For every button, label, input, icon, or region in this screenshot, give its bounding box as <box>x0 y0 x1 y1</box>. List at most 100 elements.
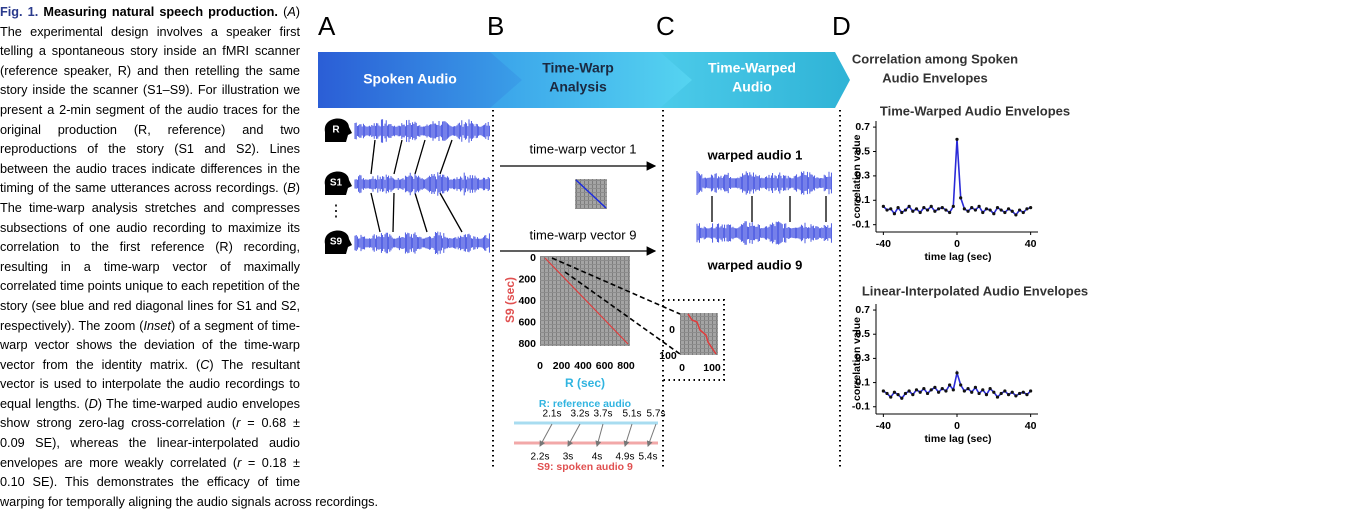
point <box>933 209 937 213</box>
tick-label: 200 <box>553 360 571 372</box>
point <box>948 383 952 387</box>
point <box>1017 391 1022 396</box>
point <box>951 388 955 392</box>
point <box>922 206 926 210</box>
x-axis-label: time lag (sec) <box>924 433 991 445</box>
point <box>970 390 974 394</box>
point <box>955 137 959 141</box>
time-label: 4.9s <box>616 452 635 463</box>
head <box>324 118 352 142</box>
tick-label: 400 <box>518 295 536 307</box>
point <box>881 204 885 208</box>
time-label: 4s <box>592 452 603 463</box>
point <box>933 385 937 390</box>
y-tick-label: 0.5 <box>855 328 870 340</box>
tick-label: 100 <box>659 350 677 362</box>
timeline-label: R: reference audio <box>539 398 631 410</box>
waveform-label: warped audio 1 <box>707 147 803 162</box>
y-tick-label: 0.7 <box>855 121 870 133</box>
time-label: 3s <box>563 452 574 463</box>
caption-label: Fig. 1. <box>0 5 39 19</box>
point <box>900 396 904 400</box>
caption-text: A <box>287 5 296 19</box>
caption-text: r <box>237 455 242 470</box>
point <box>955 371 959 375</box>
x-axis-label: time lag (sec) <box>924 251 991 263</box>
point <box>1021 390 1025 394</box>
waveform <box>354 172 490 196</box>
point <box>999 391 1003 396</box>
y-tick-label: -0.1 <box>852 401 870 413</box>
point <box>929 204 933 208</box>
caption-text: D <box>88 396 98 411</box>
arrow-label: Audio <box>732 79 772 95</box>
time-label: 2.2s <box>531 452 550 463</box>
point <box>1010 390 1014 394</box>
point <box>889 395 893 399</box>
x-tick-label: 0 <box>954 238 960 250</box>
time-label: 2.1s <box>543 409 562 420</box>
point <box>973 385 978 390</box>
caption-text: B <box>287 181 296 196</box>
point <box>929 388 933 392</box>
point <box>1006 393 1011 397</box>
waveform <box>354 119 490 143</box>
x-tick-label: 40 <box>1025 420 1037 432</box>
tick-label: 100 <box>703 362 721 374</box>
point <box>914 388 919 392</box>
time-label: 5.4s <box>639 452 658 463</box>
point <box>1003 389 1007 393</box>
point <box>892 212 897 216</box>
point <box>885 208 889 212</box>
time-label: 5.1s <box>623 409 642 420</box>
point <box>977 204 981 208</box>
point <box>944 389 948 393</box>
caption-text: ) of a segment of time-warp vector shows… <box>0 318 300 372</box>
x-tick-label: -40 <box>876 238 891 250</box>
point <box>1029 206 1033 210</box>
panel-title: Audio Envelopes <box>882 70 987 85</box>
time-label: 3.2s <box>571 409 590 420</box>
point <box>918 390 922 394</box>
caption-text: r <box>236 416 241 431</box>
point <box>962 389 966 393</box>
caption-text: ) The time-warped audio envelopes show s… <box>0 396 300 431</box>
point <box>892 390 897 394</box>
tick-label: 400 <box>574 360 592 372</box>
panel-letter: B <box>487 11 504 41</box>
x-tick-label: 40 <box>1025 238 1037 250</box>
point <box>959 383 963 387</box>
time-arrow <box>646 423 657 447</box>
point <box>896 206 900 210</box>
head <box>324 230 352 254</box>
caption-body: (A) The experimental design involves a s… <box>0 5 378 509</box>
point <box>907 389 911 393</box>
tick-label: 800 <box>518 338 536 350</box>
point <box>962 207 966 211</box>
arrow-b <box>490 52 692 108</box>
tick-label: 800 <box>617 360 635 372</box>
waveform-label: warped audio 9 <box>707 257 803 272</box>
point <box>1014 213 1018 217</box>
point <box>911 209 915 213</box>
waveform <box>696 171 832 195</box>
arrow-label: Time-Warped <box>708 60 796 76</box>
point <box>988 208 992 212</box>
warp-line <box>544 257 629 345</box>
vector-label: time-warp vector 1 <box>530 141 637 156</box>
point <box>995 206 1000 210</box>
x-tick-label: -40 <box>876 420 891 432</box>
time-label: 3.7s <box>594 409 613 420</box>
point <box>977 391 981 396</box>
tick-label: 600 <box>518 316 536 328</box>
point <box>911 393 915 397</box>
point <box>918 210 922 215</box>
point <box>944 208 948 212</box>
warp-line <box>575 179 607 209</box>
x-tick-label: 0 <box>954 420 960 432</box>
y-axis-label: correlation value <box>851 317 863 401</box>
zoom-lines <box>551 257 681 355</box>
waveform <box>696 221 832 245</box>
point <box>903 391 908 396</box>
y-tick-label: 0.5 <box>855 145 870 157</box>
